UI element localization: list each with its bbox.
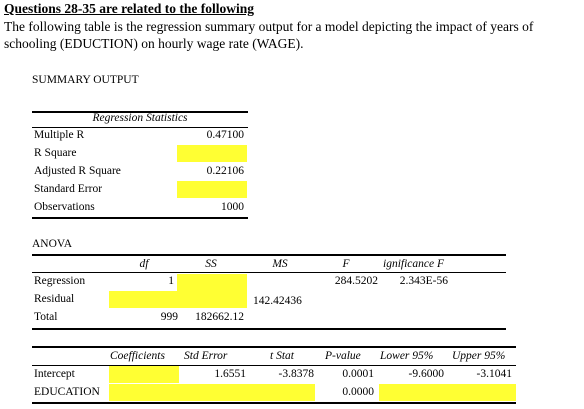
coef-intercept-std-error: 1.6551 [214, 368, 246, 380]
coef-header-lower-95: Lower 95% [380, 350, 434, 362]
coef-header-coefficients: Coefficients [110, 350, 165, 362]
table-rule [32, 127, 248, 128]
anova-total-df: 999 [160, 311, 178, 323]
anova-regression-df: 1 [168, 275, 174, 287]
stat-value-adjusted-r-square: 0.22106 [206, 165, 244, 177]
table-rule [32, 254, 506, 256]
anova-residual-ms: 142.42436 [253, 295, 302, 307]
question-heading: Questions 28-35 are related to the follo… [4, 1, 254, 16]
coef-intercept-p-value: 0.0001 [342, 368, 374, 380]
stat-label-adjusted-r-square: Adjusted R Square [34, 165, 121, 177]
summary-output-title: SUMMARY OUTPUT [32, 74, 139, 86]
answer-blank-intercept-coefficient [109, 366, 179, 383]
table-rule [32, 402, 516, 404]
table-rule [32, 346, 516, 348]
anova-header-df: df [139, 258, 149, 270]
table-rule [32, 328, 506, 330]
anova-title: ANOVA [32, 238, 73, 250]
coef-row-label-intercept: Intercept [34, 368, 75, 380]
coef-education-p-value: 0.0000 [342, 386, 374, 398]
anova-row-label-regression: Regression [34, 275, 86, 287]
coef-header-p-value: P-value [325, 350, 361, 362]
stat-label-r-square: R Square [34, 147, 77, 159]
anova-regression-f: 284.5202 [334, 275, 378, 287]
anova-row-label-residual: Residual [34, 293, 75, 305]
answer-blank-education-coef-se-t [109, 384, 315, 401]
answer-blank-standard-error [177, 181, 247, 198]
coef-intercept-upper-95: -3.1041 [476, 368, 512, 380]
anova-header-significance-f: ignificance F [383, 258, 444, 270]
stat-label-standard-error: Standard Error [34, 183, 103, 195]
answer-blank-residual-df-ss [109, 291, 247, 308]
table-rule [32, 111, 248, 113]
table-rule [32, 272, 506, 273]
coef-header-upper-95: Upper 95% [452, 350, 506, 362]
coef-intercept-t-stat: -3.8378 [278, 368, 314, 380]
answer-blank-regression-ss [177, 274, 247, 291]
stat-value-multiple-r: 0.47100 [206, 129, 244, 141]
stat-value-observations: 1000 [221, 201, 244, 213]
anova-total-ss: 182662.12 [195, 311, 244, 323]
anova-header-ss: SS [205, 258, 217, 270]
regression-statistics-title: Regression Statistics [92, 112, 188, 124]
anova-header-f: F [342, 258, 350, 270]
anova-header-ms: MS [272, 258, 288, 270]
table-rule [32, 365, 516, 366]
answer-blank-education-ci [379, 384, 516, 401]
stat-label-multiple-r: Multiple R [34, 129, 85, 141]
stat-label-observations: Observations [34, 201, 95, 213]
answer-blank-r-square [177, 145, 247, 162]
anova-regression-significance-f: 2.343E-56 [399, 275, 448, 287]
coef-header-t-stat: t Stat [270, 350, 294, 362]
coef-intercept-lower-95: -9.6000 [408, 368, 444, 380]
coef-header-std-error: Std Error [184, 350, 228, 362]
anova-row-label-total: Total [34, 311, 58, 323]
table-rule [32, 217, 248, 219]
coef-row-label-education: EDUCATION [34, 386, 100, 398]
intro-paragraph: The following table is the regression su… [4, 19, 534, 51]
